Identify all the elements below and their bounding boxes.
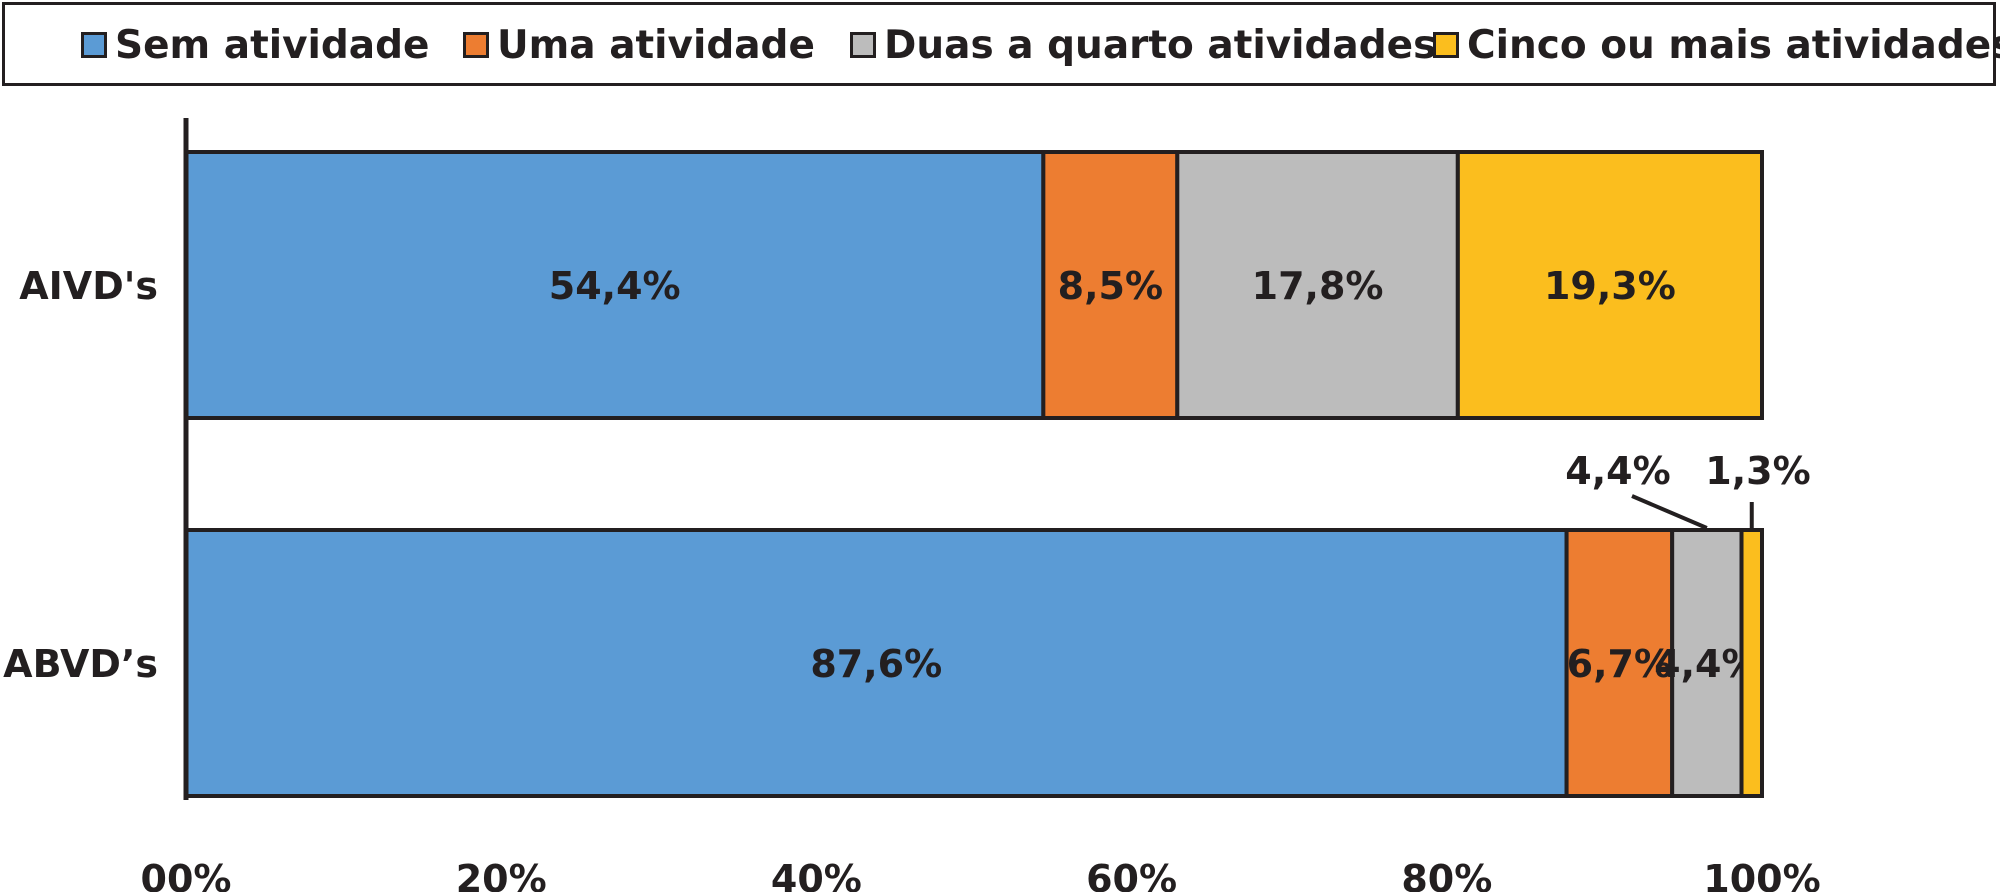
data-label: 6,7% (1567, 642, 1672, 686)
x-tick-label: 20% (456, 857, 547, 892)
data-label: 87,6% (810, 642, 942, 686)
category-label: AIVD's (19, 264, 158, 308)
legend: Sem atividade Uma atividade Duas a quart… (2, 2, 2000, 86)
legend-item-uma-atividade: Uma atividade (463, 21, 815, 69)
bar-segment (1455, 150, 1765, 420)
bar-segment (1564, 528, 1675, 798)
legend-item-cinco-ou-mais: Cinco ou mais atividades (1433, 21, 2000, 69)
data-label: 8,5% (1058, 264, 1163, 308)
legend-label: Duas a quarto atividades (884, 22, 1437, 68)
category-label: ABVD’s (3, 642, 158, 686)
legend-item-duas-a-quarto: Duas a quarto atividades (850, 21, 1436, 69)
bar-segment (1041, 150, 1180, 420)
data-label: 54,4% (549, 264, 681, 308)
callout-label: 4,4% (1565, 449, 1670, 493)
legend-swatch-yellow (1433, 32, 1459, 58)
bar-segment (1739, 528, 1764, 798)
x-tick-label: 60% (1086, 857, 1177, 892)
x-tick-label: 80% (1401, 857, 1492, 892)
legend-swatch-orange (463, 32, 489, 58)
bar-segment (184, 528, 1569, 798)
legend-label: Sem atividade (115, 22, 430, 68)
callout-label: 1,3% (1705, 449, 1810, 493)
callout-leader-line (1631, 494, 1708, 530)
x-tick-label: 100% (1703, 857, 1820, 892)
legend-swatch-gray (850, 32, 876, 58)
x-tick-label: 00% (141, 857, 232, 892)
bar-segment (184, 150, 1046, 420)
bar-segment (1175, 150, 1460, 420)
legend-swatch-blue (81, 32, 107, 58)
legend-label: Uma atividade (497, 22, 815, 68)
data-label: 19,3% (1544, 264, 1676, 308)
legend-label: Cinco ou mais atividades (1467, 22, 2000, 68)
x-tick-label: 40% (771, 857, 862, 892)
data-label: 17,8% (1252, 264, 1384, 308)
legend-item-sem-atividade: Sem atividade (81, 21, 429, 69)
